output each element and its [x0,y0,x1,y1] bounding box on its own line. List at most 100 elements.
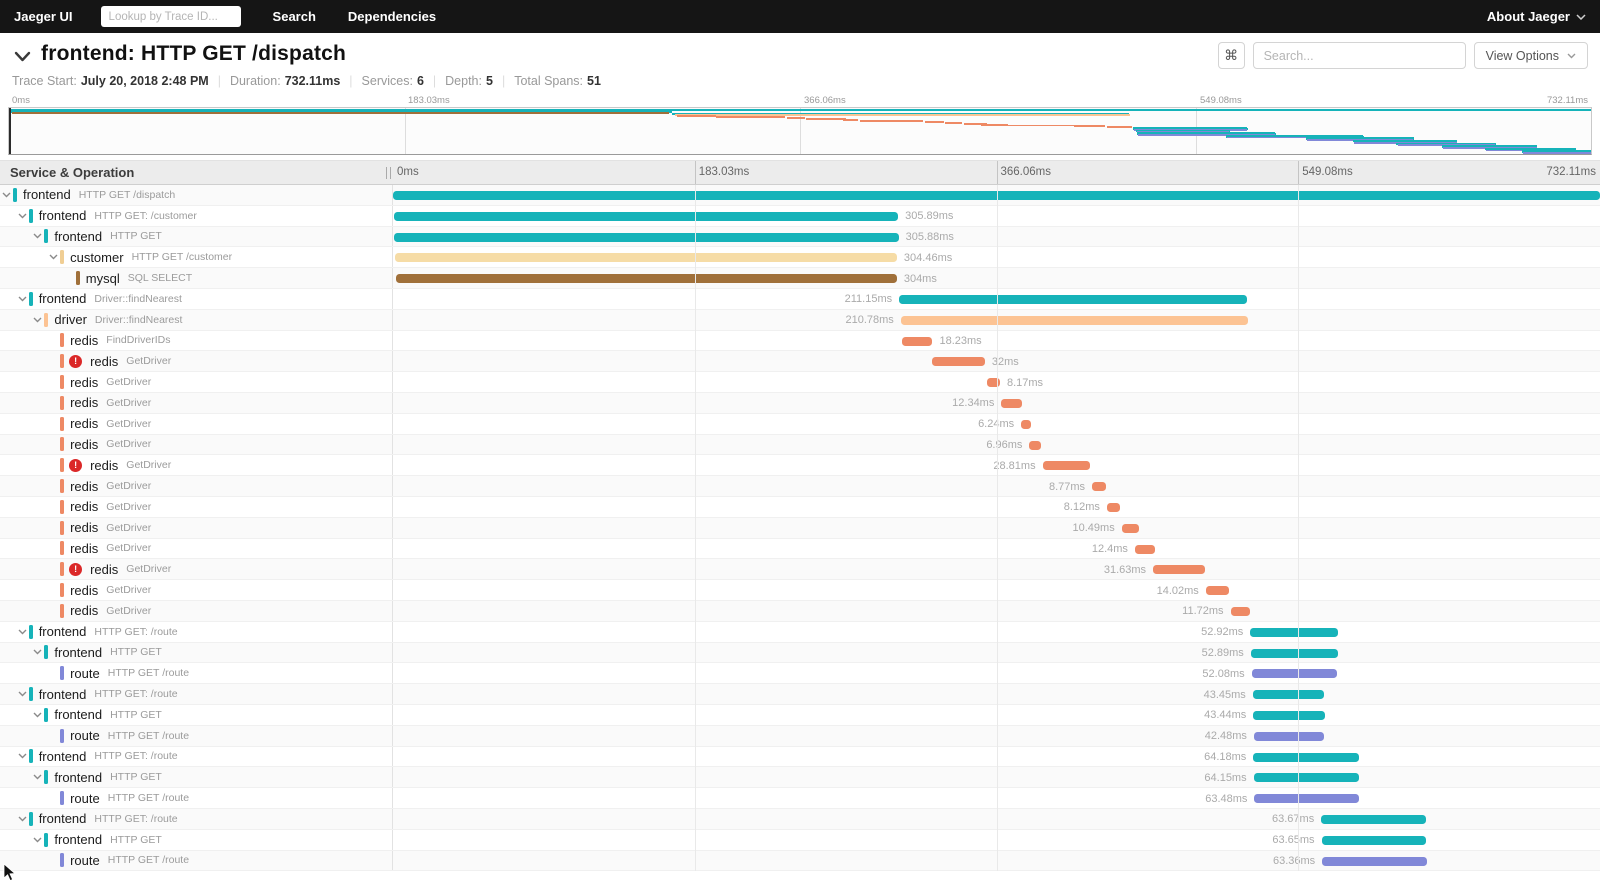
span-row[interactable]: redis GetDriver 6.96ms [0,434,1600,456]
span-duration-bar[interactable] [1321,814,1427,824]
span-bar-cell[interactable]: 63.67ms [393,809,1600,829]
span-name-cell[interactable]: redis GetDriver [0,580,393,600]
span-name-cell[interactable]: frontend HTTP GET [0,704,393,725]
span-row[interactable]: frontend HTTP GET: /route 43.45ms [0,684,1600,705]
span-row[interactable]: ! redis GetDriver 28.81ms [0,455,1600,477]
span-duration-bar[interactable] [395,274,897,284]
span-bar-cell[interactable]: 12.4ms [393,539,1600,559]
span-name-cell[interactable]: redis GetDriver [0,413,393,434]
span-row[interactable]: route HTTP GET /route 42.48ms [0,725,1600,747]
span-bar-cell[interactable]: 10.49ms [393,518,1600,538]
span-row[interactable]: frontend HTTP GET 52.89ms [0,642,1600,664]
span-bar-cell[interactable]: 52.08ms [393,663,1600,683]
span-row[interactable]: redis GetDriver 8.17ms [0,372,1600,393]
span-name-cell[interactable]: frontend HTTP GET: /route [0,684,393,704]
span-row[interactable]: frontend HTTP GET /dispatch [0,185,1600,206]
trace-id-lookup-input[interactable] [100,6,241,27]
span-bar-cell[interactable]: 31.63ms [393,559,1600,579]
span-name-cell[interactable]: mysql SQL SELECT [0,268,393,288]
span-name-cell[interactable]: redis GetDriver [0,600,393,621]
span-row[interactable]: redis GetDriver 12.34ms [0,392,1600,414]
span-name-cell[interactable]: ! redis GetDriver [0,455,393,476]
span-duration-bar[interactable] [1021,419,1032,429]
span-row[interactable]: route HTTP GET /route 52.08ms [0,663,1600,685]
span-bar-cell[interactable]: 63.48ms [393,788,1600,808]
span-bar-cell[interactable]: 304.46ms [393,247,1600,267]
span-name-cell[interactable]: redis GetDriver [0,538,393,559]
expand-chevron-icon[interactable] [18,691,29,697]
span-row[interactable]: redis GetDriver 12.4ms [0,538,1600,560]
span-row[interactable]: frontend HTTP GET 64.15ms [0,767,1600,789]
expand-chevron-icon[interactable] [18,753,29,759]
span-bar-cell[interactable]: 210.78ms [393,310,1600,330]
nav-link-dependencies[interactable]: Dependencies [347,9,437,24]
span-duration-bar[interactable] [1205,586,1229,596]
span-name-cell[interactable]: route HTTP GET /route [0,663,393,684]
span-bar-cell[interactable]: 6.24ms [393,414,1600,434]
span-row[interactable]: frontend HTTP GET: /route 52.92ms [0,621,1600,643]
span-name-cell[interactable]: ! redis GetDriver [0,559,393,580]
span-duration-bar[interactable] [1322,856,1427,866]
span-name-cell[interactable]: frontend HTTP GET: /route [0,808,393,829]
span-row[interactable]: frontend HTTP GET 305.88ms [0,226,1600,248]
span-row[interactable]: redis GetDriver 8.12ms [0,496,1600,518]
span-name-cell[interactable]: frontend HTTP GET: /route [0,621,393,642]
span-row[interactable]: frontend HTTP GET 43.44ms [0,704,1600,726]
collapse-trace-chevron-icon[interactable] [14,49,31,67]
span-bar-cell[interactable]: 28.81ms [393,455,1600,475]
span-duration-bar[interactable] [932,357,985,367]
span-bar-cell[interactable]: 305.89ms [393,206,1600,226]
span-name-cell[interactable]: frontend Driver::findNearest [0,288,393,309]
span-row[interactable]: frontend Driver::findNearest 211.15ms [0,288,1600,310]
app-brand[interactable]: Jaeger UI [14,9,73,24]
span-bar-cell[interactable]: 12.34ms [393,393,1600,413]
span-row[interactable]: frontend HTTP GET: /customer 305.89ms [0,205,1600,227]
span-duration-bar[interactable] [1106,502,1121,512]
span-duration-bar[interactable] [1153,565,1206,575]
span-row[interactable]: frontend HTTP GET: /route 64.18ms [0,746,1600,768]
minimap-canvas[interactable] [8,107,1592,155]
span-duration-bar[interactable] [394,253,897,263]
span-name-cell[interactable]: frontend HTTP GET [0,767,393,788]
span-duration-bar[interactable] [1121,523,1139,533]
view-options-button[interactable]: View Options [1473,42,1588,69]
span-name-cell[interactable]: driver Driver::findNearest [0,309,393,330]
span-row[interactable]: redis GetDriver 6.24ms [0,413,1600,435]
span-row[interactable]: frontend HTTP GET 63.65ms [0,829,1600,851]
span-bar-cell[interactable]: 211.15ms [393,289,1600,309]
expand-chevron-icon[interactable] [49,254,60,260]
span-duration-bar[interactable] [1252,690,1325,700]
span-name-cell[interactable]: route HTTP GET /route [0,788,393,808]
span-name-cell[interactable]: route HTTP GET /route [0,725,393,746]
span-row[interactable]: frontend HTTP GET: /route 63.67ms [0,808,1600,830]
span-name-cell[interactable]: route HTTP GET /route [0,850,393,871]
span-name-cell[interactable]: customer HTTP GET /customer [0,247,393,268]
span-bar-cell[interactable]: 8.77ms [393,476,1600,496]
span-duration-bar[interactable] [1029,440,1041,450]
about-jaeger-menu[interactable]: About Jaeger [1487,9,1586,24]
expand-chevron-icon[interactable] [18,296,29,302]
span-duration-bar[interactable] [1250,648,1338,658]
column-resize-grip[interactable] [386,167,391,179]
span-name-cell[interactable]: frontend HTTP GET: /customer [0,205,393,226]
span-row[interactable]: redis FindDriverIDs 18.23ms [0,330,1600,352]
span-duration-bar[interactable] [986,378,1000,388]
span-bar-cell[interactable]: 304ms [393,268,1600,288]
span-duration-bar[interactable] [1253,731,1324,741]
span-duration-bar[interactable] [1092,482,1107,492]
span-name-cell[interactable]: redis GetDriver [0,392,393,413]
expand-chevron-icon[interactable] [33,837,44,843]
span-bar-cell[interactable]: 8.12ms [393,497,1600,517]
span-name-cell[interactable]: frontend HTTP GET /dispatch [0,185,393,205]
span-row[interactable]: ! redis GetDriver 31.63ms [0,559,1600,581]
span-bar-cell[interactable]: 305.88ms [393,227,1600,247]
span-bar-cell[interactable]: 52.92ms [393,622,1600,642]
span-row[interactable]: redis GetDriver 10.49ms [0,517,1600,539]
span-name-cell[interactable]: frontend HTTP GET [0,226,393,247]
keyboard-shortcuts-button[interactable]: ⌘ [1217,42,1245,69]
span-duration-bar[interactable] [1254,794,1360,804]
span-name-cell[interactable]: frontend HTTP GET [0,642,393,663]
span-bar-cell[interactable]: 64.15ms [393,767,1600,787]
span-bar-cell[interactable]: 14.02ms [393,580,1600,600]
span-duration-bar[interactable] [393,211,899,221]
